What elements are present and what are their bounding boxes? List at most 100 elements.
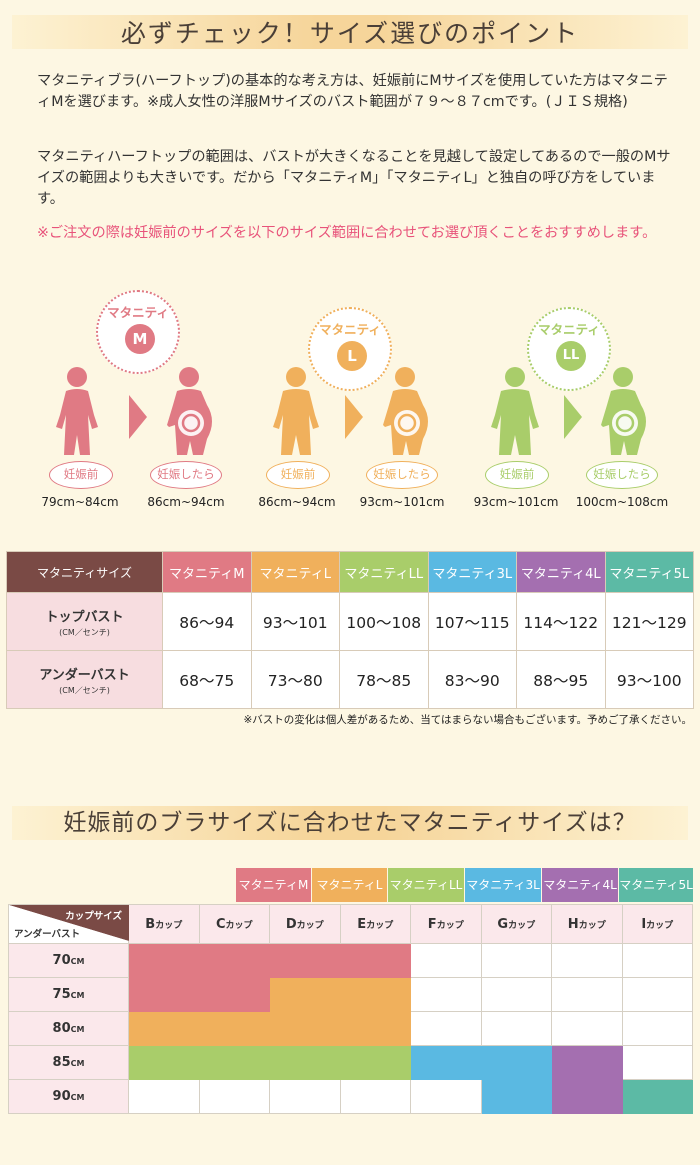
woman-pregnant-icon — [167, 367, 212, 455]
under-bust-label: 80CM — [8, 1011, 129, 1046]
size-cell — [551, 1079, 623, 1114]
cup-letter: E — [357, 916, 367, 932]
cup-suffix: カップ — [155, 920, 183, 931]
legend-ll: マタニティLL — [388, 868, 464, 902]
cup-header: Gカップ — [480, 904, 552, 944]
size-cell — [410, 1011, 482, 1046]
size-cell — [480, 1011, 552, 1046]
size-cell — [269, 1079, 341, 1114]
size-cell — [551, 977, 623, 1012]
table-cell: 68～75 — [162, 650, 252, 709]
after-range: 100cm~108cm — [575, 495, 669, 509]
cup-suffix: カップ — [225, 920, 253, 931]
size-cell — [198, 1011, 270, 1046]
section2-title-band — [12, 806, 688, 840]
size-table-header-row: マタニティサイズ マタニティM マタニティL マタニティLL マタニティ3L マ… — [6, 551, 694, 593]
after-label: 妊娠したら — [150, 461, 222, 489]
cup-header: Cカップ — [198, 904, 270, 944]
size-header-5l: マタニティ5L — [604, 551, 694, 593]
cup-header: Dカップ — [269, 904, 341, 944]
cup-header-row: カップサイズ アンダーバスト Bカップ Cカップ Dカップ Eカップ Fカップ … — [8, 904, 693, 944]
table-row: 70CM — [8, 943, 693, 978]
size-cell — [339, 1011, 411, 1046]
size-cell — [480, 1045, 552, 1080]
legend-5l: マタニティ5L — [619, 868, 693, 902]
section1-title: 必ずチェック！サイズ選びのポイント — [120, 19, 580, 48]
size-cell — [198, 1079, 270, 1114]
cup-header: Hカップ — [551, 904, 623, 944]
cup-suffix: カップ — [296, 920, 324, 931]
table-cell: 93～100 — [604, 650, 694, 709]
cup-letter: I — [641, 916, 647, 932]
circle-label: マタニティ — [107, 305, 169, 320]
circle-label: マタニティ — [538, 322, 600, 337]
woman-before-icon — [56, 367, 98, 455]
table-cell: 88～95 — [516, 650, 606, 709]
legend-4l: マタニティ4L — [542, 868, 618, 902]
under-bust-unit: CM — [70, 957, 85, 966]
table-cell: 73～80 — [250, 650, 340, 709]
table-row: アンダーバスト (CM／センチ) 68～75 73～80 78～85 83～90 … — [6, 650, 694, 709]
size-cell — [269, 1045, 341, 1080]
cup-suffix: カップ — [436, 920, 464, 931]
size-cell — [410, 1079, 482, 1114]
under-bust-value: 75 — [52, 987, 71, 1002]
size-cell — [410, 943, 482, 978]
size-header-4l: マタニティ4L — [516, 551, 606, 593]
after-range: 86cm~94cm — [147, 495, 225, 509]
before-range: 86cm~94cm — [258, 495, 336, 509]
cup-header: Fカップ — [410, 904, 482, 944]
corner-diagonal — [9, 905, 129, 941]
cup-size-table: カップサイズ アンダーバスト Bカップ Cカップ Dカップ Eカップ Fカップ … — [8, 904, 693, 1114]
cup-letter: H — [567, 916, 579, 932]
size-cell — [621, 1011, 693, 1046]
size-cell — [128, 977, 200, 1012]
cup-letter: C — [215, 916, 226, 932]
cup-suffix: カップ — [366, 920, 394, 931]
cup-letter: F — [427, 916, 437, 932]
table-cell: 100～108 — [339, 592, 429, 651]
size-cell — [198, 1045, 270, 1080]
size-cell — [621, 1045, 693, 1080]
row-header-under-bust: アンダーバスト (CM／センチ) — [6, 650, 163, 709]
cup-header: Bカップ — [128, 904, 200, 944]
table-cell: 86～94 — [162, 592, 252, 651]
size-cell — [410, 1045, 482, 1080]
before-label: 妊娠前 — [485, 461, 549, 489]
row-unit: (CM／センチ) — [59, 627, 110, 637]
size-cell — [128, 1045, 200, 1080]
size-cell — [128, 1079, 200, 1114]
after-range: 93cm~101cm — [359, 495, 445, 509]
before-range: 79cm~84cm — [41, 495, 119, 509]
section1-title-band — [12, 15, 688, 49]
size-cell — [128, 1011, 200, 1046]
size-cell — [198, 977, 270, 1012]
before-label: 妊娠前 — [266, 461, 330, 489]
under-bust-label: 70CM — [8, 943, 129, 978]
under-bust-value: 80 — [52, 1021, 71, 1036]
table-cell: 121～129 — [604, 592, 694, 651]
size-cell — [480, 1079, 552, 1114]
table-cell: 93～101 — [250, 592, 340, 651]
size-circle-ll: マタニティ LL — [527, 307, 611, 391]
table-row: 80CM — [8, 1011, 693, 1046]
after-label: 妊娠したら — [586, 461, 658, 489]
under-bust-value: 70 — [52, 953, 71, 968]
cup-header: Iカップ — [621, 904, 693, 944]
legend-3l: マタニティ3L — [465, 868, 541, 902]
size-range-table: マタニティサイズ マタニティM マタニティL マタニティLL マタニティ3L マ… — [6, 551, 694, 709]
intro-paragraph-2: マタニティハーフトップの範囲は、バストが大きくなることを見越して設定してあるので… — [37, 149, 671, 207]
size-badge-m: M — [125, 324, 155, 354]
cup-letter: B — [145, 916, 156, 932]
woman-pregnant-icon — [601, 367, 646, 455]
size-cell — [551, 1011, 623, 1046]
under-bust-unit: CM — [70, 1093, 85, 1102]
table-row: 75CM — [8, 977, 693, 1012]
arrow-icon — [345, 395, 363, 439]
under-bust-label: 90CM — [8, 1079, 129, 1114]
cup-letter: G — [497, 916, 509, 932]
size-cell — [128, 943, 200, 978]
cup-suffix: カップ — [508, 920, 536, 931]
size-cell — [269, 943, 341, 978]
cup-suffix: カップ — [646, 920, 674, 931]
